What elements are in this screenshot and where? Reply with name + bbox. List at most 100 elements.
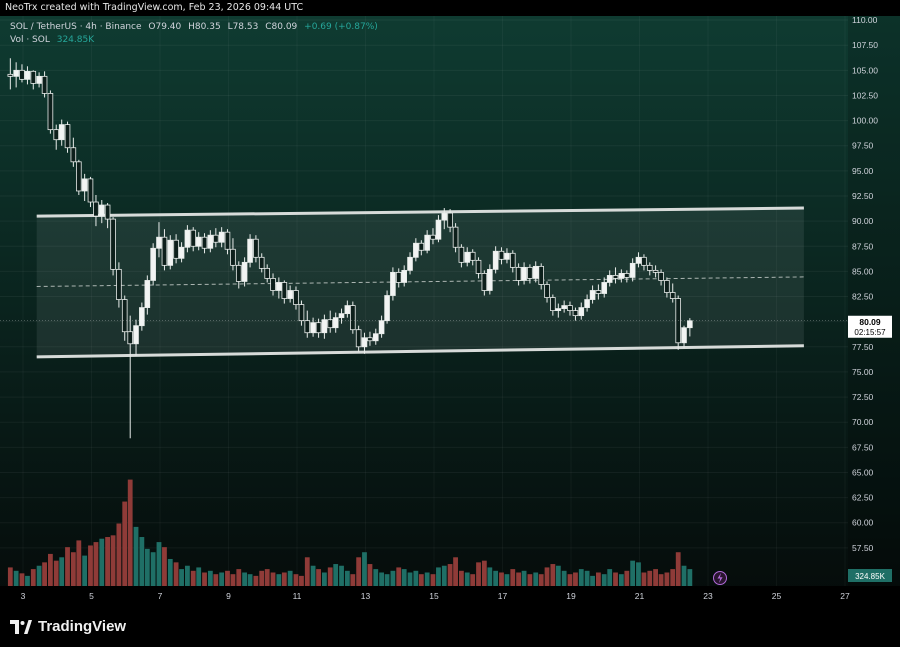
candle-body [584, 299, 590, 308]
candle-body [532, 265, 539, 279]
price-tick-label: 82.50 [852, 292, 874, 302]
volume-bar [424, 572, 430, 586]
volume-bar [396, 567, 402, 586]
volume-bar [281, 572, 287, 586]
candle [367, 331, 373, 346]
candle [298, 300, 305, 326]
branding-footer: TradingView [0, 605, 900, 647]
candle [618, 269, 625, 283]
candle-body [344, 305, 351, 315]
candle [253, 235, 259, 263]
candle [36, 72, 42, 88]
volume-bar [527, 574, 533, 586]
volume-bar [82, 555, 88, 586]
price-tick-label: 100.00 [852, 116, 878, 126]
candle-body [475, 259, 482, 274]
time-scale-panel[interactable] [0, 586, 900, 605]
candle [338, 308, 345, 324]
time-tick-label: 7 [158, 591, 163, 601]
candle [230, 238, 236, 271]
channel-lower-line[interactable] [36, 344, 804, 359]
volume-bar [630, 560, 636, 586]
volume-bar [407, 572, 413, 586]
time-scale[interactable]: 3 5 7 9 11 13 15 17 19 21 23 25 27 [21, 591, 850, 601]
volume-bar [150, 552, 156, 586]
candle-body [395, 271, 402, 283]
volume-bar [590, 575, 595, 586]
price-tick-label: 85.00 [852, 266, 874, 276]
volume-bar [133, 526, 139, 586]
chart-pane[interactable]: 110.00 107.50 105.00 102.50 100.00 97.50 95.00… [0, 16, 900, 605]
volume-bar [59, 557, 65, 586]
candle-body [544, 284, 550, 298]
volume-bar [401, 569, 407, 586]
candle [646, 262, 653, 276]
candle-body [481, 273, 488, 291]
lightning-icon[interactable] [713, 571, 727, 585]
volume-bar [373, 569, 379, 586]
volume-legend-row[interactable]: Vol · SOL 324.85K [10, 35, 94, 45]
candle [418, 240, 425, 256]
time-tick-label: 5 [89, 591, 94, 601]
candle [401, 265, 408, 287]
volume-bar [316, 569, 321, 586]
tradingview-logo[interactable]: TradingView [10, 618, 126, 635]
ohlc-change: +0.69 (+0.87%) [304, 22, 378, 32]
candle-body [452, 226, 459, 248]
volume-bar [105, 537, 110, 586]
volume-bar [230, 574, 236, 586]
ohlc-close: C80.09 [265, 22, 298, 32]
candle [589, 285, 596, 304]
price-chart[interactable]: 110.00 107.50 105.00 102.50 100.00 97.50 95.00… [0, 16, 900, 605]
candle-body [487, 268, 493, 291]
volume-bars [7, 479, 693, 586]
time-tick-label: 11 [293, 591, 302, 601]
parallel-channel[interactable] [36, 206, 804, 359]
channel-fill [36, 208, 804, 357]
candle [41, 71, 48, 98]
volume-bar [264, 569, 270, 586]
price-scale-panel[interactable] [848, 16, 900, 586]
volume-bar [596, 572, 601, 586]
candle [58, 119, 65, 146]
candle [13, 62, 19, 88]
volume-indicator-title[interactable]: Vol · SOL [10, 35, 50, 45]
candle-body [430, 234, 436, 240]
candle [487, 264, 493, 295]
candle-body [413, 242, 419, 258]
candle-body [332, 317, 339, 329]
price-tick-label: 87.50 [852, 241, 874, 251]
candle [413, 238, 419, 262]
volume-bar [339, 565, 344, 586]
candle [7, 58, 14, 90]
volume-bar [544, 567, 550, 586]
candle [224, 229, 231, 255]
candle [572, 307, 579, 321]
volume-bar [487, 567, 493, 586]
candle [321, 314, 328, 339]
volume-bar [173, 562, 179, 586]
volume-bar [225, 570, 230, 586]
volume-bar [247, 574, 253, 586]
channel-upper-line[interactable] [36, 206, 804, 218]
volume-bar [127, 479, 133, 586]
candle [447, 209, 453, 233]
volume-bar [658, 574, 664, 586]
volume-bar [65, 547, 70, 586]
candle-body [372, 333, 379, 342]
candle-body [7, 73, 14, 77]
candle-body [315, 322, 322, 334]
candle-body [76, 161, 82, 192]
price-tick-label: 110.00 [852, 16, 878, 25]
candle-body [355, 329, 362, 348]
volume-bar [664, 572, 670, 586]
candle [578, 302, 585, 320]
candle [481, 270, 488, 296]
volume-bar [567, 574, 573, 586]
volume-bar [190, 570, 196, 586]
candle-body [458, 246, 465, 263]
candle-body [572, 310, 579, 317]
symbol-title[interactable]: SOL / TetherUS · 4h · Binance [10, 22, 142, 32]
symbol-legend-row[interactable]: SOL / TetherUS · 4h · Binance O79.40 H80… [10, 22, 378, 32]
candle-body [41, 75, 48, 94]
